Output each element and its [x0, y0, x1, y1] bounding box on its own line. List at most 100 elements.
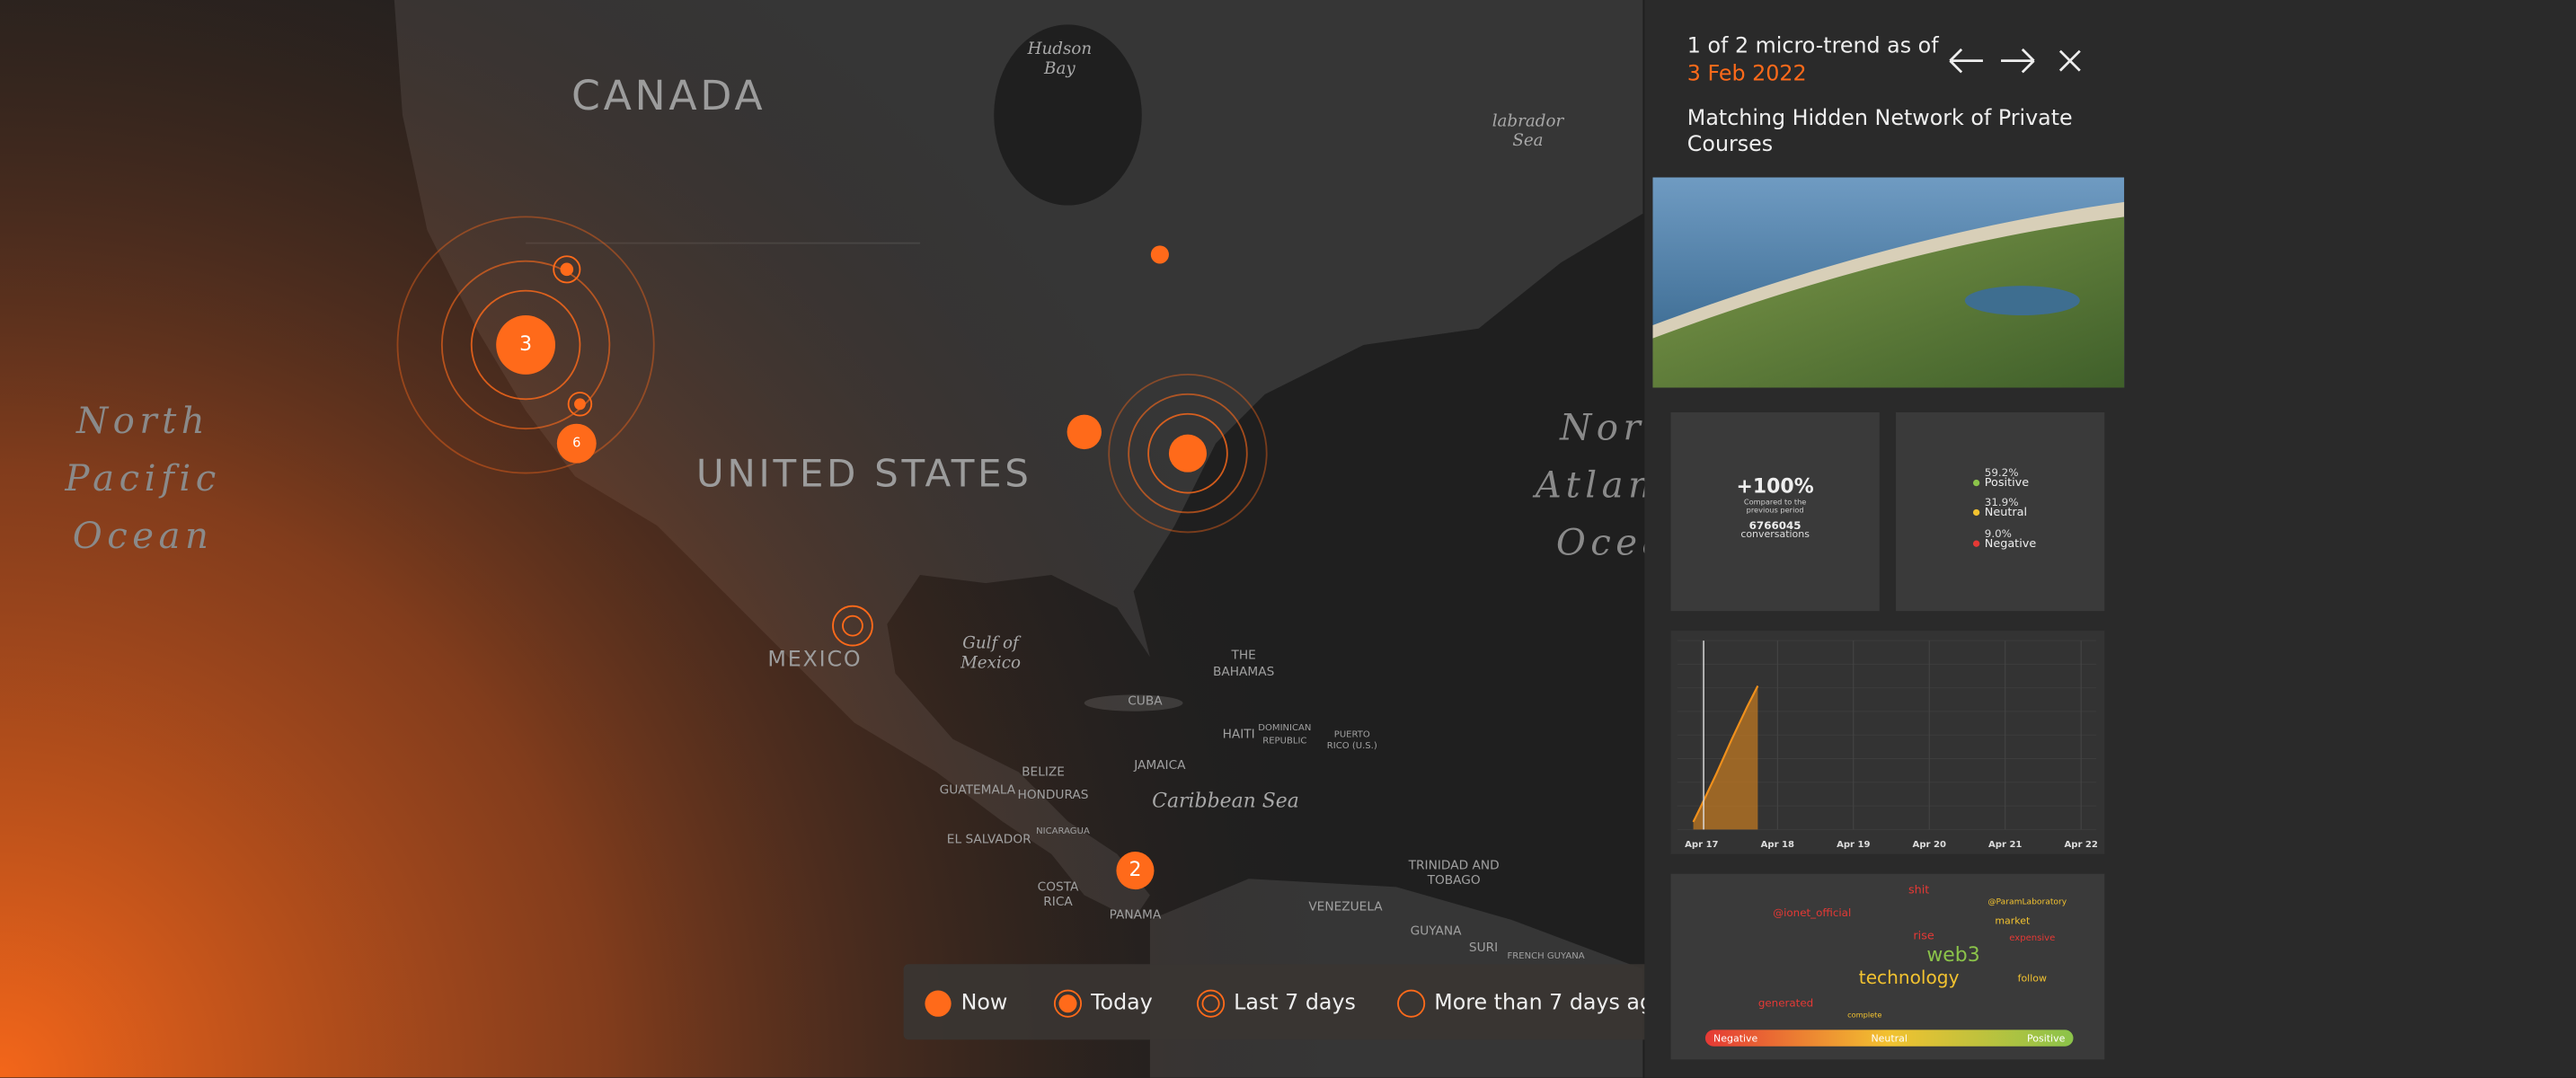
- map-label: GUYANA: [1411, 924, 1463, 939]
- marker-ring: [832, 605, 873, 647]
- map-label: Bay: [1043, 59, 1076, 78]
- sentiment-card: 59.2% Positive 31.9% Neutral 9.0% Negative: [1896, 411, 2105, 612]
- map-label: CUBA: [1128, 694, 1163, 709]
- map-label: MEXICO: [767, 647, 862, 672]
- map-label: labrador: [1492, 111, 1565, 130]
- marker[interactable]: [496, 315, 556, 375]
- change-caption: Compared to the previous period: [1743, 499, 1807, 517]
- marker[interactable]: [574, 398, 586, 411]
- map-label: VENEZUELA: [1308, 899, 1383, 914]
- sentiment-dot: [1972, 508, 1980, 517]
- x-tick-label: Apr 20: [1913, 840, 1946, 850]
- marker-ring: [470, 289, 581, 401]
- map-label: THE: [1230, 649, 1255, 663]
- legend-symbol: [925, 990, 952, 1017]
- chart-card: Apr 17 Apr 18 Apr 19 Apr 20 Apr 21 Apr 22: [1670, 631, 2105, 854]
- trend-counter: 1 of 2 micro-trend as of: [1686, 34, 1939, 59]
- cluster-count: 3: [519, 333, 532, 356]
- map-label: BELIZE: [1022, 764, 1065, 779]
- sentiment-scale: [1704, 1029, 2074, 1047]
- marker-ring: [1108, 373, 1268, 534]
- map-label: Gulf of: [962, 634, 1022, 653]
- map-label: HONDURAS: [1018, 788, 1089, 802]
- cloud-word: complete: [1847, 1010, 1881, 1019]
- next-button[interactable]: [2001, 48, 2035, 74]
- scale-label: Positive: [2027, 1032, 2066, 1044]
- sentiment-share: 31.9%: [1984, 496, 2019, 509]
- trend-title: Matching Hidden Network of Private Cours…: [1686, 106, 2073, 158]
- marker-ring: [440, 260, 611, 430]
- map-label: North: [75, 401, 209, 442]
- cloud-word: generated: [1758, 997, 1813, 1010]
- close-button[interactable]: [2058, 49, 2081, 72]
- map-label: Hudson: [1027, 40, 1093, 58]
- x-tick-label: Apr 21: [1988, 840, 2022, 850]
- change-value: +100%: [1736, 474, 1814, 499]
- scale-label: Neutral: [1871, 1032, 1908, 1044]
- legend-symbol: [1397, 989, 1426, 1018]
- map-label: UNITED STATES: [696, 452, 1032, 496]
- map-label: RICO (U.S.): [1327, 741, 1377, 751]
- marker[interactable]: [1150, 245, 1169, 264]
- legend-label: Last 7 days: [1234, 990, 1356, 1015]
- cloud-word: technology: [1859, 967, 1960, 988]
- word-cloud-card: Negative Neutral Positive shit @ParamLabo…: [1670, 873, 2105, 1060]
- legend-label: Today: [1090, 990, 1153, 1015]
- image-grass: [1652, 216, 2125, 388]
- legend-symbol: [1053, 989, 1083, 1018]
- cloud-word: @ParamLaboratory: [1987, 897, 2067, 906]
- map-label: RICA: [1043, 895, 1073, 909]
- map-label: EL SALVADOR: [947, 832, 1031, 846]
- cloud-word: expensive: [2009, 933, 2055, 943]
- cluster-count: 6: [572, 436, 580, 451]
- marker[interactable]: [1116, 852, 1155, 890]
- sentiment-dot: [1972, 540, 1980, 547]
- prev-button[interactable]: [1949, 48, 1983, 74]
- map-label: Mexico: [960, 654, 1021, 673]
- map-label: NICARAGUA: [1036, 826, 1090, 836]
- marker[interactable]: [560, 262, 574, 277]
- marker-ring: [396, 216, 655, 474]
- legend-symbol: [1201, 994, 1220, 1013]
- marker[interactable]: [556, 423, 597, 464]
- trend-date: 3 Feb 2022: [1686, 62, 1807, 87]
- cloud-word: rise: [1913, 930, 1934, 943]
- legend-symbol: [1058, 994, 1077, 1013]
- x-tick-label: Apr 22: [2064, 840, 2097, 850]
- trend-image: [1652, 177, 2125, 388]
- scale-label: Negative: [1713, 1032, 1757, 1044]
- cloud-word: shit: [1908, 884, 1929, 897]
- marker-ring: [553, 255, 581, 284]
- map-label: PUERTO: [1334, 729, 1370, 739]
- x-tick-label: Apr 17: [1685, 840, 1718, 850]
- marker[interactable]: [1168, 434, 1207, 473]
- legend-box: [903, 964, 1677, 1040]
- cloud-word: market: [1995, 915, 2031, 927]
- nav-controls: [1949, 48, 2081, 74]
- marker-ring[interactable]: [842, 614, 863, 637]
- conversation-count: 6766045: [1748, 518, 1801, 533]
- marker-ring: [567, 392, 593, 417]
- sentiment-share: 9.0%: [1984, 526, 2012, 541]
- map-label: CANADA: [571, 72, 766, 119]
- map-label: SURI: [1469, 941, 1498, 955]
- map-label: TOBAGO: [1427, 873, 1481, 888]
- cloud-word: web3: [1926, 944, 1979, 967]
- map-label: HAITI: [1223, 727, 1255, 741]
- cloud-word: @ionet_official: [1773, 906, 1851, 919]
- marker-ring: [1128, 393, 1248, 514]
- x-tick-label: Apr 19: [1837, 840, 1870, 850]
- change-card: +100% Compared to the previous period 67…: [1670, 411, 1880, 612]
- sentiment-label: Positive: [1984, 476, 2030, 490]
- map-label: DOMINICAN: [1258, 723, 1311, 733]
- sentiment-label: Negative: [1984, 536, 2037, 551]
- sentiment-share: 59.2%: [1984, 466, 2019, 480]
- map-label: GUATEMALA: [940, 782, 1016, 797]
- area-fill: [1693, 685, 1758, 830]
- map-label: Ocean: [73, 516, 214, 557]
- map-label: REPUBLIC: [1262, 737, 1306, 747]
- marker[interactable]: [1067, 414, 1102, 450]
- legend-label: More than 7 days ago: [1434, 990, 1666, 1015]
- trend-panel: 1 of 2 micro-trend as of 3 Feb 2022 Matc…: [1644, 0, 2576, 1078]
